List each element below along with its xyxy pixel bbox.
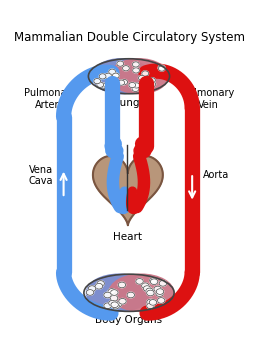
- Ellipse shape: [109, 69, 116, 74]
- Ellipse shape: [121, 80, 128, 85]
- Ellipse shape: [134, 143, 151, 158]
- Ellipse shape: [147, 290, 154, 296]
- Ellipse shape: [94, 78, 101, 84]
- Ellipse shape: [110, 295, 118, 301]
- Ellipse shape: [156, 289, 164, 294]
- Ellipse shape: [118, 282, 126, 288]
- Text: Vena
Cava: Vena Cava: [29, 165, 53, 186]
- Ellipse shape: [118, 80, 125, 85]
- Ellipse shape: [133, 83, 140, 88]
- Ellipse shape: [117, 61, 124, 66]
- Text: Lungs: Lungs: [114, 98, 144, 108]
- Ellipse shape: [133, 84, 140, 89]
- Ellipse shape: [147, 303, 154, 309]
- Ellipse shape: [142, 283, 149, 289]
- Ellipse shape: [86, 290, 94, 295]
- Ellipse shape: [109, 274, 174, 311]
- Ellipse shape: [104, 73, 111, 78]
- Ellipse shape: [103, 82, 110, 88]
- Ellipse shape: [158, 66, 165, 71]
- Ellipse shape: [147, 299, 154, 305]
- Ellipse shape: [133, 68, 140, 73]
- Ellipse shape: [112, 73, 119, 78]
- Ellipse shape: [88, 286, 96, 291]
- Text: Pulmonary
Artery: Pulmonary Artery: [24, 88, 76, 109]
- Ellipse shape: [114, 302, 122, 307]
- Ellipse shape: [86, 274, 151, 311]
- Text: Pulmonary
Vein: Pulmonary Vein: [182, 88, 234, 109]
- Ellipse shape: [132, 86, 139, 91]
- Ellipse shape: [102, 83, 108, 89]
- Ellipse shape: [111, 77, 118, 82]
- Ellipse shape: [104, 292, 111, 298]
- Ellipse shape: [111, 290, 118, 295]
- Polygon shape: [93, 156, 163, 225]
- Ellipse shape: [119, 298, 126, 304]
- Text: Mammalian Double Circulatory System: Mammalian Double Circulatory System: [13, 31, 245, 44]
- Ellipse shape: [95, 283, 103, 289]
- Ellipse shape: [127, 292, 134, 298]
- Ellipse shape: [149, 82, 156, 87]
- Ellipse shape: [104, 303, 111, 309]
- Ellipse shape: [149, 78, 155, 83]
- Ellipse shape: [146, 288, 153, 294]
- Ellipse shape: [112, 303, 119, 309]
- Ellipse shape: [97, 82, 104, 87]
- Text: Body Organs: Body Organs: [95, 315, 163, 325]
- Ellipse shape: [111, 302, 118, 307]
- Ellipse shape: [109, 300, 116, 306]
- Ellipse shape: [154, 286, 162, 292]
- Ellipse shape: [139, 75, 145, 81]
- Ellipse shape: [150, 279, 158, 284]
- Text: Aorta: Aorta: [203, 171, 229, 180]
- Ellipse shape: [156, 291, 163, 296]
- Ellipse shape: [142, 71, 149, 76]
- Ellipse shape: [129, 82, 136, 87]
- Ellipse shape: [150, 278, 157, 283]
- Ellipse shape: [159, 280, 167, 286]
- Ellipse shape: [106, 143, 123, 158]
- Ellipse shape: [112, 85, 119, 90]
- Text: Heart: Heart: [113, 232, 142, 242]
- Ellipse shape: [112, 73, 119, 78]
- Ellipse shape: [132, 62, 139, 67]
- Ellipse shape: [136, 279, 143, 284]
- Ellipse shape: [99, 74, 106, 79]
- Ellipse shape: [158, 65, 165, 70]
- Ellipse shape: [110, 59, 168, 94]
- Ellipse shape: [123, 66, 129, 71]
- Ellipse shape: [149, 300, 157, 305]
- Ellipse shape: [143, 286, 151, 291]
- Ellipse shape: [97, 281, 104, 286]
- Ellipse shape: [157, 298, 165, 303]
- Ellipse shape: [92, 59, 150, 94]
- Ellipse shape: [108, 289, 115, 294]
